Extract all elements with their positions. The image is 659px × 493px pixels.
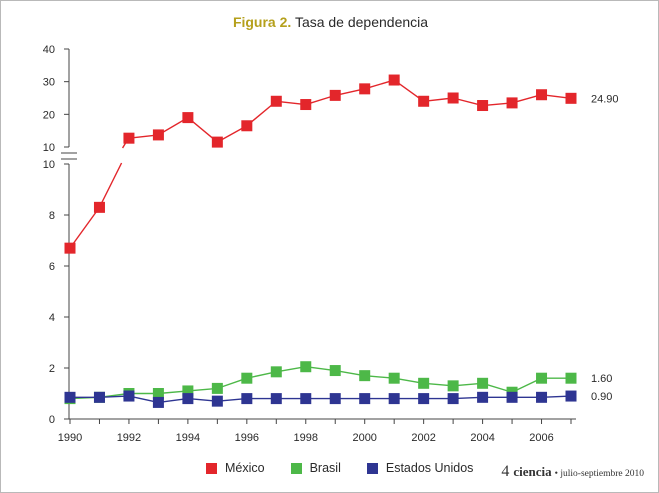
- x-tick-label: 1992: [117, 432, 141, 444]
- data-point: [329, 393, 341, 405]
- x-tick-label: 2000: [352, 432, 376, 444]
- data-point: [241, 120, 253, 132]
- y-tick-label-lower: 4: [49, 312, 55, 324]
- chart-title: Figura 2. Tasa de dependencia: [1, 14, 658, 30]
- data-point: [565, 390, 577, 402]
- legend-item: Estados Unidos: [366, 461, 474, 475]
- data-point: [447, 92, 459, 104]
- data-point: [329, 89, 341, 101]
- data-point: [152, 129, 164, 141]
- legend-swatch: [366, 462, 378, 474]
- series-line: [121, 142, 127, 149]
- data-point: [418, 377, 430, 389]
- data-point: [93, 391, 105, 403]
- legend-label: Estados Unidos: [385, 461, 474, 475]
- legend-label: México: [225, 461, 265, 475]
- data-point: [64, 391, 76, 403]
- figure-title: Tasa de dependencia: [294, 14, 429, 30]
- y-tick-label-lower: 2: [49, 363, 55, 375]
- data-point: [477, 100, 489, 112]
- magazine-name: ciencia: [513, 464, 552, 479]
- data-point: [270, 366, 282, 378]
- data-point: [536, 372, 548, 384]
- data-point: [536, 89, 548, 101]
- data-point: [211, 382, 223, 394]
- end-value-label: 24.90: [591, 93, 619, 105]
- data-point: [447, 393, 459, 405]
- legend-swatch: [206, 462, 217, 474]
- data-point: [388, 393, 400, 405]
- y-tick-label-upper: 10: [43, 142, 55, 154]
- y-tick-label-lower: 10: [43, 159, 55, 171]
- y-tick-label-lower: 8: [49, 210, 55, 222]
- data-point: [359, 370, 371, 382]
- data-point: [93, 201, 105, 213]
- y-tick-label-upper: 30: [43, 77, 55, 89]
- data-point: [388, 372, 400, 384]
- data-point: [418, 95, 430, 107]
- data-point: [241, 372, 253, 384]
- chart-legend: México Brasil Estados Unidos: [206, 459, 499, 477]
- data-point: [241, 393, 253, 405]
- data-point: [152, 388, 164, 399]
- data-point: [565, 92, 577, 104]
- data-point: [123, 132, 135, 144]
- figure-label: Figura 2.: [232, 14, 292, 30]
- x-tick-label: 1990: [58, 432, 82, 444]
- data-point: [447, 380, 459, 392]
- data-point: [388, 74, 400, 86]
- series-line: [98, 162, 123, 208]
- x-tick-label: 2006: [529, 432, 553, 444]
- data-point: [506, 97, 518, 109]
- issue-date: • julio-septiembre 2010: [554, 469, 644, 479]
- x-tick-label: 2002: [411, 432, 435, 444]
- legend-item: México: [206, 461, 265, 475]
- data-point: [565, 372, 577, 384]
- data-point: [359, 393, 371, 405]
- data-point: [182, 385, 194, 397]
- data-point: [536, 391, 548, 403]
- data-point: [182, 112, 194, 124]
- y-tick-label-lower: 0: [49, 414, 55, 426]
- data-point: [64, 242, 76, 254]
- data-point: [300, 393, 312, 405]
- legend-item: Brasil: [290, 461, 341, 475]
- data-point: [506, 391, 518, 403]
- data-point: [211, 136, 223, 148]
- x-tick-label: 1996: [235, 432, 259, 444]
- x-tick-label: 1994: [176, 432, 200, 444]
- y-tick-label-upper: 40: [43, 44, 55, 56]
- data-point: [152, 396, 164, 408]
- legend-swatch: [290, 462, 302, 474]
- series-line: [69, 206, 101, 249]
- data-point: [477, 377, 489, 389]
- x-tick-label: 2004: [470, 432, 494, 444]
- data-point: [211, 395, 223, 407]
- data-point: [270, 95, 282, 107]
- page-number: 4: [501, 463, 510, 480]
- data-point: [182, 393, 194, 405]
- data-point: [477, 391, 489, 403]
- page-footer: 4 ciencia • julio-septiembre 2010: [501, 463, 644, 481]
- data-point: [418, 393, 430, 405]
- data-point: [359, 83, 371, 95]
- end-value-label: 0.90: [591, 391, 612, 403]
- x-tick-label: 1998: [294, 432, 318, 444]
- data-point: [329, 365, 341, 377]
- data-point: [300, 361, 312, 373]
- data-point: [300, 99, 312, 111]
- y-tick-label-upper: 20: [43, 109, 55, 121]
- legend-label: Brasil: [309, 461, 341, 475]
- end-value-label: 1.60: [591, 373, 612, 385]
- y-tick-label-lower: 6: [49, 261, 55, 273]
- data-point: [123, 390, 135, 402]
- data-point: [270, 393, 282, 405]
